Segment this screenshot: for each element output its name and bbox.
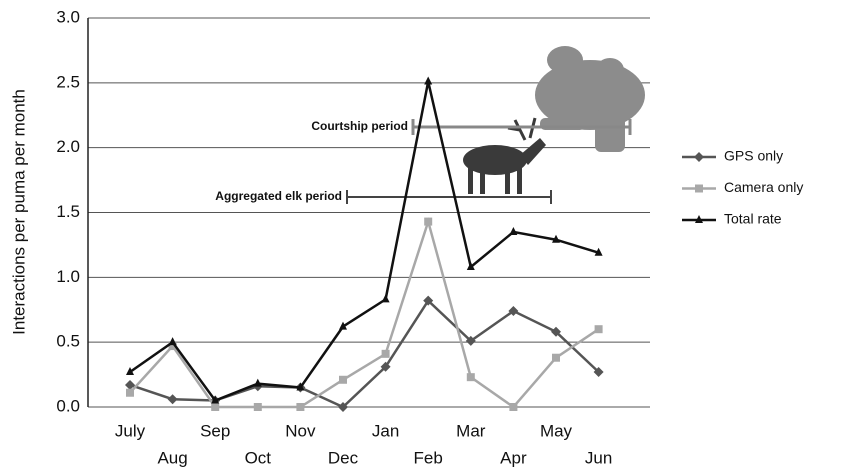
y-axis-label: Interactions per puma per month xyxy=(9,89,28,335)
point xyxy=(296,403,304,411)
y-tick-label: 1.5 xyxy=(56,202,80,221)
point xyxy=(382,350,390,358)
x-tick-label: Aug xyxy=(157,448,187,467)
point xyxy=(509,403,517,411)
y-tick-label: 3.0 xyxy=(56,7,80,26)
legend-label: GPS only xyxy=(724,148,783,164)
x-tick-label: Nov xyxy=(285,421,316,440)
x-tick-label: Dec xyxy=(328,448,359,467)
legend-label: Total rate xyxy=(724,211,782,227)
point xyxy=(254,403,262,411)
elk-silhouette xyxy=(463,118,546,194)
y-tick-label: 0.0 xyxy=(56,396,80,415)
point xyxy=(169,337,177,345)
x-tick-label: Jan xyxy=(372,421,399,440)
chart: Interactions per puma per month Courtshi… xyxy=(0,0,848,471)
puma-silhouette xyxy=(535,46,645,152)
annotation: Aggregated elk period xyxy=(215,189,342,203)
x-tick-label: May xyxy=(540,421,573,440)
point xyxy=(595,325,603,333)
x-tick-label: Oct xyxy=(245,448,272,467)
point xyxy=(339,376,347,384)
legend-label: Camera only xyxy=(724,179,803,195)
point xyxy=(254,379,262,387)
point xyxy=(695,185,703,193)
y-tick-label: 1.0 xyxy=(56,267,80,286)
point xyxy=(126,389,134,397)
x-tick-label: July xyxy=(115,421,146,440)
point xyxy=(509,227,517,235)
y-tick-label: 0.5 xyxy=(56,332,80,351)
x-tick-label: Jun xyxy=(585,448,612,467)
x-tick-label: Sep xyxy=(200,421,230,440)
y-tick-label: 2.0 xyxy=(56,137,80,156)
annotation: Courtship period xyxy=(311,119,408,133)
x-tick-label: Mar xyxy=(456,421,486,440)
x-tick-label: Apr xyxy=(500,448,527,467)
point xyxy=(694,152,704,162)
y-tick-label: 2.5 xyxy=(56,72,80,91)
point xyxy=(467,373,475,381)
point xyxy=(211,403,219,411)
point xyxy=(382,294,390,302)
point xyxy=(424,77,432,85)
x-tick-label: Feb xyxy=(414,448,443,467)
point xyxy=(168,394,178,404)
point xyxy=(424,218,432,226)
point xyxy=(552,354,560,362)
